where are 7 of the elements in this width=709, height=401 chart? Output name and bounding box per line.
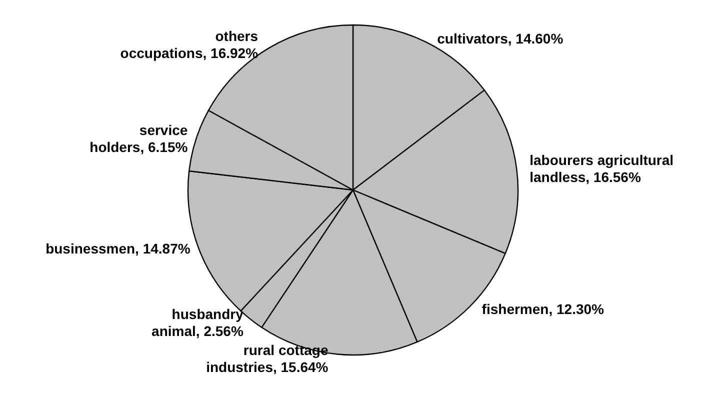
slice-label: labourers agricultural landless, 16.56% (530, 152, 674, 186)
slice-label: others occupations, 16.92% (120, 28, 259, 61)
slice-label: rural cottage industries, 15.64% (206, 342, 329, 376)
slice-label: businessmen, 14.87% (46, 240, 191, 257)
slice-label: cultivators, 14.60% (437, 30, 564, 47)
slice-label: service holders, 6.15% (90, 122, 188, 156)
slice-label: fishermen, 12.30% (482, 301, 605, 318)
